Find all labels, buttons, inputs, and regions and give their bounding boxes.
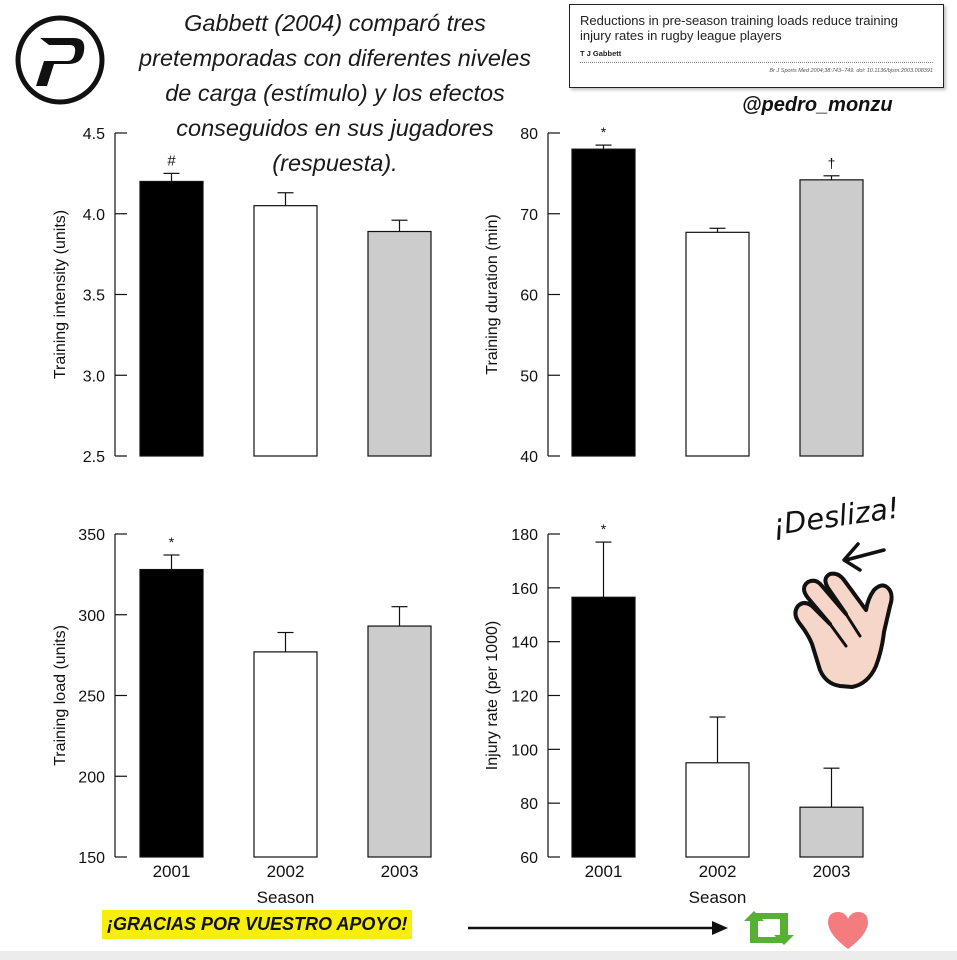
y-axis-label: Training load (units): [52, 625, 69, 766]
paper-author: T J Gabbett: [580, 49, 622, 58]
category-label: 2002: [699, 862, 737, 881]
y-tick-label: 120: [511, 689, 538, 706]
y-axis-label: Training intensity (units): [52, 210, 69, 379]
significance-marker: †: [828, 155, 836, 171]
bar-2002: [685, 231, 750, 457]
y-tick-label: 150: [78, 850, 105, 867]
bar-2002: [685, 762, 750, 858]
y-tick-label: 50: [520, 368, 538, 385]
significance-marker: *: [169, 534, 175, 550]
y-axis-label: Training duration (min): [484, 214, 501, 374]
significance-marker: *: [601, 124, 607, 140]
bar-2001: [571, 148, 636, 457]
category-label: 2001: [153, 862, 191, 881]
headline-line: de carga (estímulo) y los efectos: [165, 80, 505, 106]
y-tick-label: 160: [511, 581, 538, 598]
bar-2003: [799, 179, 864, 457]
bar-2002: [253, 205, 318, 457]
swipe-hand-icon: [793, 571, 894, 689]
y-tick-label: 350: [78, 527, 105, 544]
y-tick-label: 140: [511, 635, 538, 652]
y-tick-label: 70: [520, 207, 538, 224]
y-tick-label: 4.0: [83, 207, 105, 224]
y-tick-label: 180: [511, 527, 538, 544]
y-tick-label: 200: [78, 769, 105, 786]
headline-line: conseguidos en sus jugadores: [176, 115, 494, 141]
y-tick-label: 250: [78, 689, 105, 706]
heart-icon[interactable]: [825, 909, 871, 951]
bar-2003: [799, 806, 864, 858]
category-label: 2002: [267, 862, 305, 881]
y-tick-label: 80: [520, 126, 538, 143]
paper-title: Reductions in pre-season training loads …: [580, 13, 898, 43]
y-tick-label: 2.5: [83, 449, 105, 466]
y-tick-label: 3.5: [83, 288, 105, 305]
bar-2003: [367, 625, 432, 858]
x-axis-label: Season: [257, 888, 315, 907]
category-label: 2003: [813, 862, 851, 881]
author-handle: @pedro_monzu: [742, 94, 893, 116]
y-tick-label: 60: [520, 288, 538, 305]
bar-2003: [367, 230, 432, 457]
bar-2001: [139, 568, 204, 858]
left-arrow-icon: [842, 542, 886, 572]
headline-line: Gabbett (2004) comparó tres: [184, 10, 486, 36]
y-tick-label: 100: [511, 742, 538, 759]
paper-citation: Br J Sports Med 2004;38:743–749. doi: 10…: [769, 68, 934, 74]
retweet-icon[interactable]: [740, 907, 798, 949]
y-axis-label: Injury rate (per 1000): [484, 621, 501, 770]
headline-line: (respuesta).: [272, 150, 398, 176]
y-tick-label: 300: [78, 608, 105, 625]
thanks-banner: ¡GRACIAS POR VUESTRO APOYO!: [102, 910, 413, 939]
headline: Gabbett (2004) comparó tres pretemporada…: [112, 6, 558, 181]
x-axis-label: Season: [689, 888, 747, 907]
y-tick-label: 40: [520, 449, 538, 466]
significance-marker: #: [167, 152, 176, 169]
y-tick-label: 4.5: [83, 126, 105, 143]
bar-2001: [571, 596, 636, 858]
logo-p-icon: [15, 15, 105, 105]
y-tick-label: 3.0: [83, 368, 105, 385]
significance-marker: *: [601, 521, 607, 537]
category-label: 2001: [585, 862, 623, 881]
paper-divider: [580, 62, 933, 63]
bar-2001: [139, 180, 204, 457]
long-right-arrow-icon: [468, 921, 728, 935]
y-tick-label: 80: [520, 796, 538, 813]
footer-band: [0, 951, 957, 960]
bar-2002: [253, 651, 318, 858]
y-tick-label: 60: [520, 850, 538, 867]
paper-reference-card: Reductions in pre-season training loads …: [569, 4, 944, 88]
headline-line: pretemporadas con diferentes niveles: [139, 45, 531, 71]
category-label: 2003: [381, 862, 419, 881]
